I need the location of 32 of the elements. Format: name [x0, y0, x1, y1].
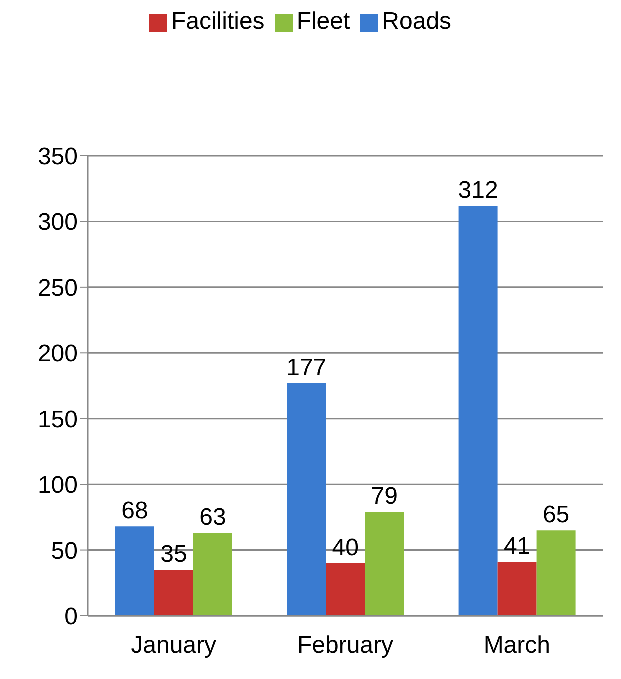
y-tick-label: 200: [38, 340, 78, 368]
data-label: 68: [122, 498, 148, 525]
data-label: 65: [542, 502, 570, 529]
bar: [498, 562, 537, 616]
bar: [287, 383, 326, 616]
x-tick-label: January: [131, 632, 217, 660]
bar: [365, 512, 404, 616]
bar: [326, 563, 366, 616]
data-label: 177: [286, 354, 327, 382]
data-label: 79: [371, 483, 398, 510]
legend-label: Fleet: [296, 8, 350, 35]
bar: [154, 570, 194, 616]
y-tick-label: 300: [38, 209, 78, 236]
y-tick-label: 0: [64, 604, 78, 631]
data-label: 63: [200, 504, 226, 532]
data-label: 41: [504, 533, 531, 560]
legend-label: Roads: [382, 8, 452, 35]
x-tick-label: February: [297, 632, 394, 660]
y-tick-label: 250: [38, 274, 78, 302]
bar: [458, 206, 498, 616]
y-tick-label: 100: [38, 472, 78, 500]
x-tick-label: March: [484, 632, 551, 660]
bar: [536, 530, 576, 616]
data-label: 35: [160, 541, 188, 568]
bar: [115, 526, 154, 616]
data-label: 40: [332, 534, 359, 562]
y-tick-label: 350: [38, 144, 78, 171]
legend-label: Facilities: [171, 8, 265, 35]
bar: [193, 533, 232, 616]
data-label: 312: [458, 176, 498, 204]
y-tick-label: 150: [38, 406, 78, 434]
y-tick-label: 50: [51, 538, 78, 565]
